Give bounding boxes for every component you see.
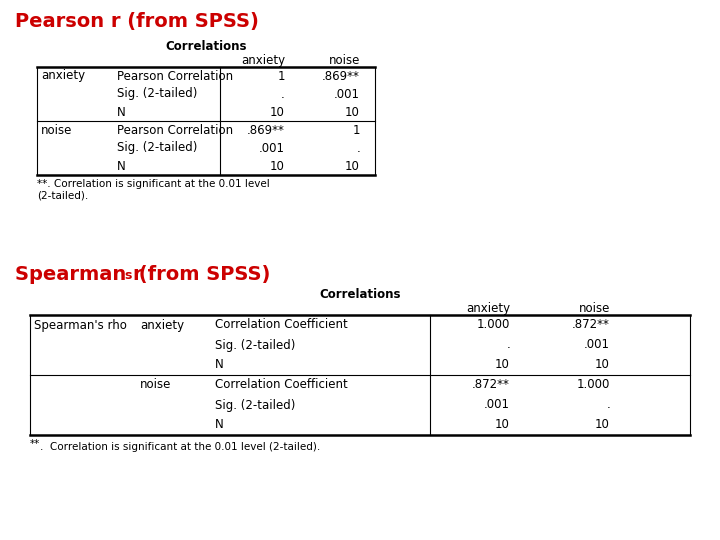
Text: 10: 10 <box>270 105 285 118</box>
Text: .869**: .869** <box>247 124 285 137</box>
Text: Sig. (2-tailed): Sig. (2-tailed) <box>215 399 295 411</box>
Text: .872**: .872** <box>572 319 610 332</box>
Text: Spearman's rho: Spearman's rho <box>34 319 127 332</box>
Text: .001: .001 <box>584 339 610 352</box>
Text: .: . <box>606 399 610 411</box>
Text: .869**: .869** <box>322 70 360 83</box>
Text: 10: 10 <box>595 418 610 431</box>
Text: 1.000: 1.000 <box>477 319 510 332</box>
Text: .001: .001 <box>484 399 510 411</box>
Text: .872**: .872** <box>472 379 510 392</box>
Text: 10: 10 <box>495 359 510 372</box>
Text: Correlations: Correlations <box>319 288 401 301</box>
Text: 1.000: 1.000 <box>577 379 610 392</box>
Text: noise: noise <box>579 302 610 315</box>
Text: 10: 10 <box>345 159 360 172</box>
Text: .: . <box>506 339 510 352</box>
Text: 10: 10 <box>495 418 510 431</box>
Text: Correlations: Correlations <box>166 40 247 53</box>
Text: Correlation Coefficient: Correlation Coefficient <box>215 379 348 392</box>
Text: 10: 10 <box>270 159 285 172</box>
Text: .  Correlation is significant at the 0.01 level (2-tailed).: . Correlation is significant at the 0.01… <box>40 442 320 452</box>
Text: Sig. (2-tailed): Sig. (2-tailed) <box>215 339 295 352</box>
Text: **. Correlation is significant at the 0.01 level: **. Correlation is significant at the 0.… <box>37 179 270 189</box>
Text: N: N <box>117 159 126 172</box>
Text: Pearson Correlation: Pearson Correlation <box>117 70 233 83</box>
Text: noise: noise <box>41 124 73 137</box>
Text: .001: .001 <box>334 87 360 100</box>
Text: Sig. (2-tailed): Sig. (2-tailed) <box>117 141 197 154</box>
Text: anxiety: anxiety <box>241 54 285 67</box>
Text: N: N <box>117 105 126 118</box>
Text: (2-tailed).: (2-tailed). <box>37 190 89 200</box>
Text: Spearman r: Spearman r <box>15 265 143 284</box>
Text: Pearson r (from SPSS): Pearson r (from SPSS) <box>15 12 259 31</box>
Text: **: ** <box>30 439 40 449</box>
Text: anxiety: anxiety <box>41 70 85 83</box>
Text: .: . <box>356 141 360 154</box>
Text: 1: 1 <box>353 124 360 137</box>
Text: Sig. (2-tailed): Sig. (2-tailed) <box>117 87 197 100</box>
Text: 10: 10 <box>345 105 360 118</box>
Text: Pearson Correlation: Pearson Correlation <box>117 124 233 137</box>
Text: s: s <box>124 269 131 282</box>
Text: .: . <box>282 87 285 100</box>
Text: anxiety: anxiety <box>140 319 184 332</box>
Text: N: N <box>215 359 224 372</box>
Text: Correlation Coefficient: Correlation Coefficient <box>215 319 348 332</box>
Text: anxiety: anxiety <box>466 302 510 315</box>
Text: noise: noise <box>328 54 360 67</box>
Text: (from SPSS): (from SPSS) <box>132 265 271 284</box>
Text: noise: noise <box>140 379 171 392</box>
Text: 1: 1 <box>277 70 285 83</box>
Text: N: N <box>215 418 224 431</box>
Text: 10: 10 <box>595 359 610 372</box>
Text: .001: .001 <box>259 141 285 154</box>
